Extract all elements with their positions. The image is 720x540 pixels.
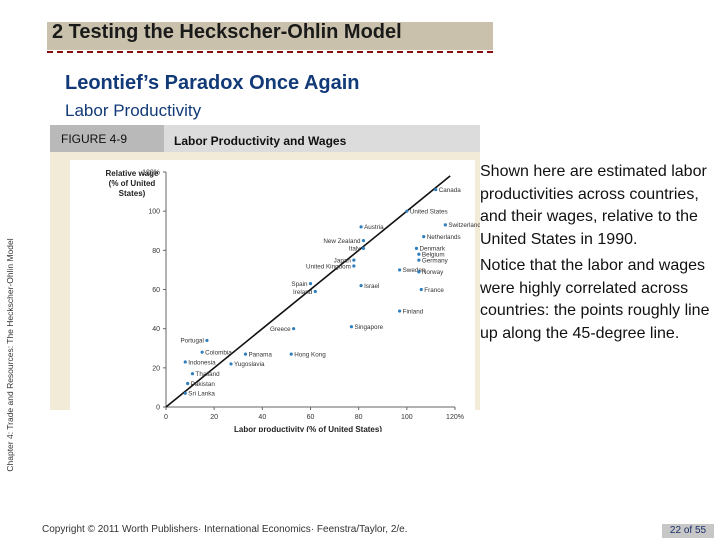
data-point: [243, 352, 248, 356]
y-tick-label: 60: [152, 287, 160, 294]
data-point-label: Netherlands: [427, 234, 461, 241]
y-axis-label: (% of United: [109, 179, 156, 188]
chapter-side-label-text: Chapter 4: Trade and Resources: The Heck…: [5, 238, 15, 472]
figure-label: FIGURE 4-9: [61, 132, 128, 146]
x-axis-label: Labor productivity (% of United States): [234, 425, 382, 432]
data-point: [417, 252, 421, 256]
y-tick-label: 40: [152, 326, 160, 333]
slide-subtitle: Leontief’s Paradox Once Again: [65, 72, 360, 94]
data-point: [352, 264, 356, 268]
slide-section-heading: Labor Productivity: [65, 101, 202, 120]
data-point-label: Sweden: [403, 267, 426, 274]
x-tick-label: 80: [355, 414, 363, 421]
data-point: [398, 309, 402, 313]
data-point: [349, 325, 354, 329]
data-point: [229, 362, 233, 366]
title-bar: [47, 22, 493, 50]
data-point: [405, 209, 409, 213]
data-point-label: Finland: [403, 308, 424, 315]
data-point: [205, 338, 209, 343]
copyright-footer: Copyright © 2011 Worth Publishers· Inter…: [42, 524, 408, 535]
data-point-label: Thailand: [195, 371, 220, 378]
scatter-chart: 00 20 20 40 40 60 60 80 80 100 100 120% 120% Labor pr…: [70, 160, 480, 432]
data-point: [190, 372, 195, 376]
figure-title-box: [164, 125, 480, 152]
data-point-label: Switzerland: [448, 222, 480, 229]
chart-plot-background: [70, 160, 475, 432]
data-point-label: Germany: [422, 257, 449, 264]
y-axis-label: Relative wage: [106, 169, 159, 178]
data-point-label: New Zealand: [323, 238, 361, 245]
data-point-label: Sri Lanka: [188, 391, 215, 398]
data-point-label: Singapore: [354, 324, 383, 331]
data-point: [417, 270, 421, 274]
data-point-label: France: [424, 287, 444, 294]
data-point: [417, 258, 421, 262]
explanation-paragraph-2: Notice that the labor and wages were hig…: [480, 257, 710, 342]
data-point: [200, 350, 204, 354]
data-point: [359, 225, 363, 229]
data-point-label: Japan: [334, 257, 352, 264]
x-tick-label: 100: [401, 414, 413, 421]
data-point: [361, 246, 366, 250]
y-tick-label: 0: [156, 405, 160, 412]
data-point: [359, 283, 363, 288]
data-point-label: Indonesia: [188, 359, 216, 366]
data-point-label: Ireland: [293, 289, 313, 296]
data-point: [183, 391, 187, 395]
y-tick-label: 120%: [142, 170, 160, 177]
y-tick-label: 100: [148, 209, 160, 216]
figure-label-box: [50, 125, 164, 152]
data-point-label: Austria: [364, 224, 384, 231]
chapter-side-label: Chapter 4: Trade and Resources: The Heck…: [0, 230, 20, 480]
data-point-label: United States: [410, 208, 448, 215]
data-point-label: Denmark: [419, 246, 445, 253]
y-tick-label: 80: [152, 248, 160, 255]
data-point-label: Pakistan: [191, 381, 216, 388]
data-point-label: Colombia: [205, 349, 232, 356]
data-point-label: Italy: [349, 246, 361, 253]
data-point-label: Yugoslavia: [234, 361, 265, 368]
page-number: 22 of 55: [662, 524, 714, 538]
data-point-label: Portugal: [180, 338, 203, 345]
x-tick-label: 0: [164, 414, 168, 421]
data-point: [292, 327, 296, 331]
y-axis-label: States): [119, 189, 146, 198]
data-point: [434, 188, 438, 192]
explanation-paragraph-1: Shown here are estimated labor productiv…: [480, 163, 707, 248]
reference-45-degree-line: [165, 175, 451, 408]
x-tick-label: 60: [307, 414, 315, 421]
data-point: [183, 360, 187, 364]
data-point-label: Norway: [422, 269, 444, 276]
explanation-text: Shown here are estimated labor productiv…: [480, 161, 712, 349]
data-point-label: Spain: [291, 281, 308, 288]
data-point: [443, 223, 447, 227]
data-point: [414, 246, 419, 250]
data-point: [313, 289, 317, 294]
data-point-label: United Kingdom: [306, 263, 351, 270]
data-point-label: Israel: [364, 283, 379, 290]
y-tick-label: 20: [152, 365, 160, 372]
x-tick-label: 40: [258, 414, 266, 421]
page-title: 2 Testing the Heckscher-Ohlin Model: [52, 21, 402, 43]
data-point: [361, 238, 366, 243]
data-point: [352, 258, 356, 262]
data-point: [186, 381, 190, 386]
data-point-label: Hong Kong: [294, 351, 326, 358]
x-tick-label: 20: [210, 414, 218, 421]
data-point-label: Canada: [439, 187, 462, 194]
x-tick-label: 120%: [446, 414, 464, 421]
data-point: [308, 282, 313, 286]
data-point: [419, 287, 423, 292]
data-point-label: Panama: [248, 351, 272, 358]
data-point: [422, 235, 426, 239]
title-divider: [47, 51, 493, 53]
data-point: [289, 352, 293, 356]
figure-title: Labor Productivity and Wages: [174, 134, 347, 148]
data-point: [398, 268, 402, 272]
data-point-label: Belgium: [422, 252, 445, 259]
data-point-label: Greece: [270, 326, 291, 333]
